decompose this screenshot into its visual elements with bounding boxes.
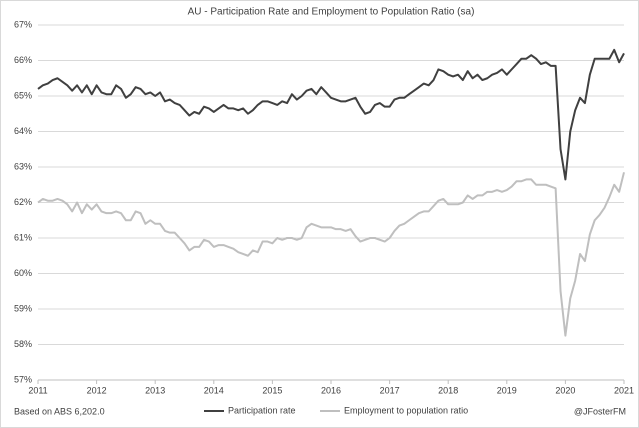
x-tick-label: 2014 [204,385,224,395]
x-tick-label: 2019 [497,385,517,395]
y-tick-label: 60% [14,268,32,278]
y-tick-label: 64% [14,126,32,136]
y-tick-label: 58% [14,339,32,349]
x-tick-label: 2015 [262,385,282,395]
y-tick-label: 59% [14,303,32,313]
y-tick-label: 57% [14,374,32,384]
series-line [37,172,625,337]
legend-label: Employment to population ratio [344,405,468,415]
y-tick-label: 61% [14,232,32,242]
y-tick-label: 67% [14,19,32,29]
y-tick-label: 63% [14,161,32,171]
y-tick-label: 66% [14,55,32,65]
legend-label: Participation rate [228,405,296,415]
series-line [37,48,625,181]
x-tick-label: 2021 [614,385,634,395]
x-tick-label: 2020 [555,385,575,395]
x-tick-label: 2013 [145,385,165,395]
y-tick-label: 62% [14,197,32,207]
x-tick-label: 2017 [380,385,400,395]
x-tick-label: 2016 [321,385,341,395]
credit: @JFosterFM [574,406,626,416]
y-tick-label: 65% [14,90,32,100]
chart-title: AU - Participation Rate and Employment t… [188,7,475,18]
x-tick-label: 2011 [28,385,47,395]
x-tick-label: 2018 [438,385,458,395]
x-tick-label: 2012 [87,385,107,395]
source-note: Based on ABS 6,202.0 [14,406,105,416]
